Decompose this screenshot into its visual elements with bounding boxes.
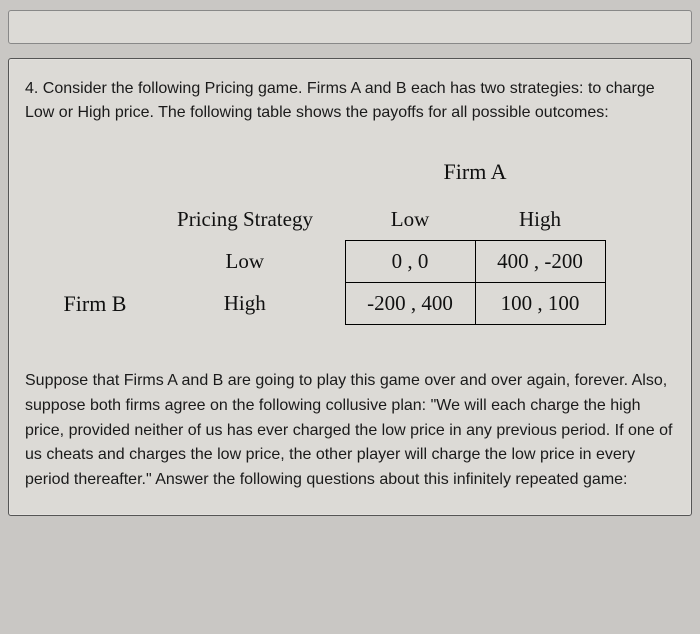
row-header-low: Low [145, 241, 345, 283]
payoff-high-high: 100 , 100 [475, 283, 605, 325]
empty-cell [45, 241, 145, 283]
col-header-low: Low [345, 199, 475, 241]
payoff-low-low: 0 , 0 [345, 241, 475, 283]
followup-text: Suppose that Firms A and B are going to … [25, 369, 675, 493]
question-intro: 4. Consider the following Pricing game. … [25, 77, 675, 125]
row-high: Firm B High -200 , 400 100 , 100 [45, 283, 605, 325]
pricing-strategy-header: Pricing Strategy [145, 199, 345, 241]
row-header-high: High [145, 283, 345, 325]
previous-panel-edge [8, 10, 692, 44]
row-low: Low 0 , 0 400 , -200 [45, 241, 605, 283]
firm-a-label: Firm A [345, 159, 605, 185]
question-panel: 4. Consider the following Pricing game. … [8, 58, 692, 516]
payoff-table: Pricing Strategy Low High Low 0 , 0 400 … [45, 199, 606, 325]
payoff-high-low: -200 , 400 [345, 283, 475, 325]
payoff-low-high: 400 , -200 [475, 241, 605, 283]
header-row: Pricing Strategy Low High [45, 199, 605, 241]
empty-cell [45, 199, 145, 241]
firm-b-label: Firm B [45, 283, 145, 325]
payoff-matrix-area: Firm A Pricing Strategy Low High Low 0 ,… [25, 159, 675, 325]
col-header-high: High [475, 199, 605, 241]
